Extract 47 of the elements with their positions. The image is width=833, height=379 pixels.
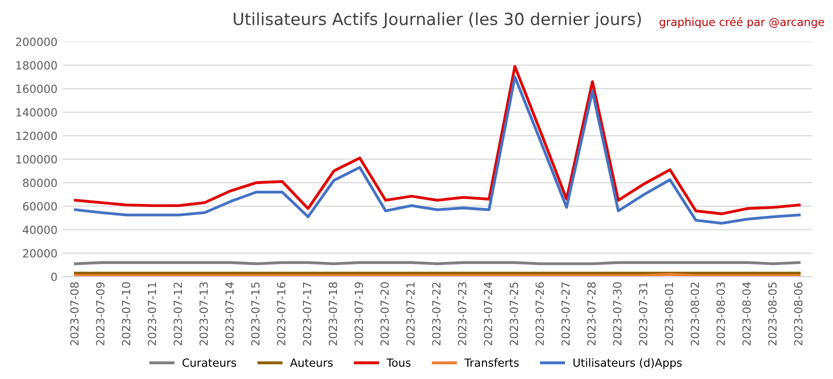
x-tick-label: 2023-07-10 [122,282,130,346]
y-tick-label: 160000 [16,84,57,94]
y-tick-label: 140000 [16,108,57,117]
legend-label: Tous [386,358,411,367]
x-tick-label: 2023-07-25 [510,282,518,346]
x-tick-label: 2023-07-23 [458,282,466,346]
x-tick-label: 2023-07-09 [96,282,104,346]
x-tick-label: 2023-08-03 [716,282,725,346]
x-tick-label: 2023-07-12 [174,282,182,346]
legend-label: Curateurs [182,358,236,367]
legend-label: Utilisateurs (d)Apps [574,358,682,369]
x-tick-label: 2023-07-14 [225,282,234,346]
legend-label: Transferts [464,358,519,367]
y-tick-label: 40000 [22,226,57,234]
x-tick-label: 2023-07-22 [432,282,441,346]
text: graphique créé par @arcange [660,17,824,28]
y-tick-label: 120000 [16,132,57,140]
x-tick-label: 2023-07-18 [328,282,338,346]
x-tick-label: 2023-07-24 [484,282,492,346]
legend-label: Auteurs [290,358,333,367]
x-tick-label: 2023-07-27 [561,282,570,346]
x-tick-label: 2023-07-15 [251,282,260,346]
x-tick-label: 2023-08-05 [768,282,777,346]
chart-title: Utilisateurs Actifs Journalier (les 30 dernier jours) [234,12,641,28]
x-tick-label: 2023-07-19 [354,282,363,346]
x-tick-label: 2023-07-31 [638,282,648,346]
x-tick-label: 2023-08-04 [742,282,751,346]
x-tick-label: 2023-07-21 [406,282,415,346]
x-tick-label: 2023-07-26 [536,282,544,346]
x-tick-label: 2023-07-17 [302,282,312,346]
x-tick-label: 2023-08-01 [664,282,674,346]
x-tick-label: 2023-07-11 [148,282,156,346]
y-tick-label: 20000 [23,249,57,258]
y-tick-label: 200000 [16,38,57,46]
y-tick-label: 60000 [23,202,57,211]
y-tick-label: 80000 [23,178,57,188]
x-tick-label: 2023-07-16 [277,282,286,346]
x-tick-label: 2023-07-28 [587,282,596,346]
x-tick-label: 2023-07-08 [70,282,79,346]
x-tick-label: 2023-08-06 [794,282,802,346]
x-tick-label: 2023-08-02 [690,282,700,346]
x-tick-label: 2023-07-13 [199,282,208,346]
y-tick-label: 180000 [16,61,57,70]
x-tick-label: 2023-07-30 [613,282,622,346]
x-tick-label: 2023-07-20 [380,282,389,346]
y-tick-label: 0 [51,272,57,282]
y-tick-label: 100000 [16,155,57,164]
